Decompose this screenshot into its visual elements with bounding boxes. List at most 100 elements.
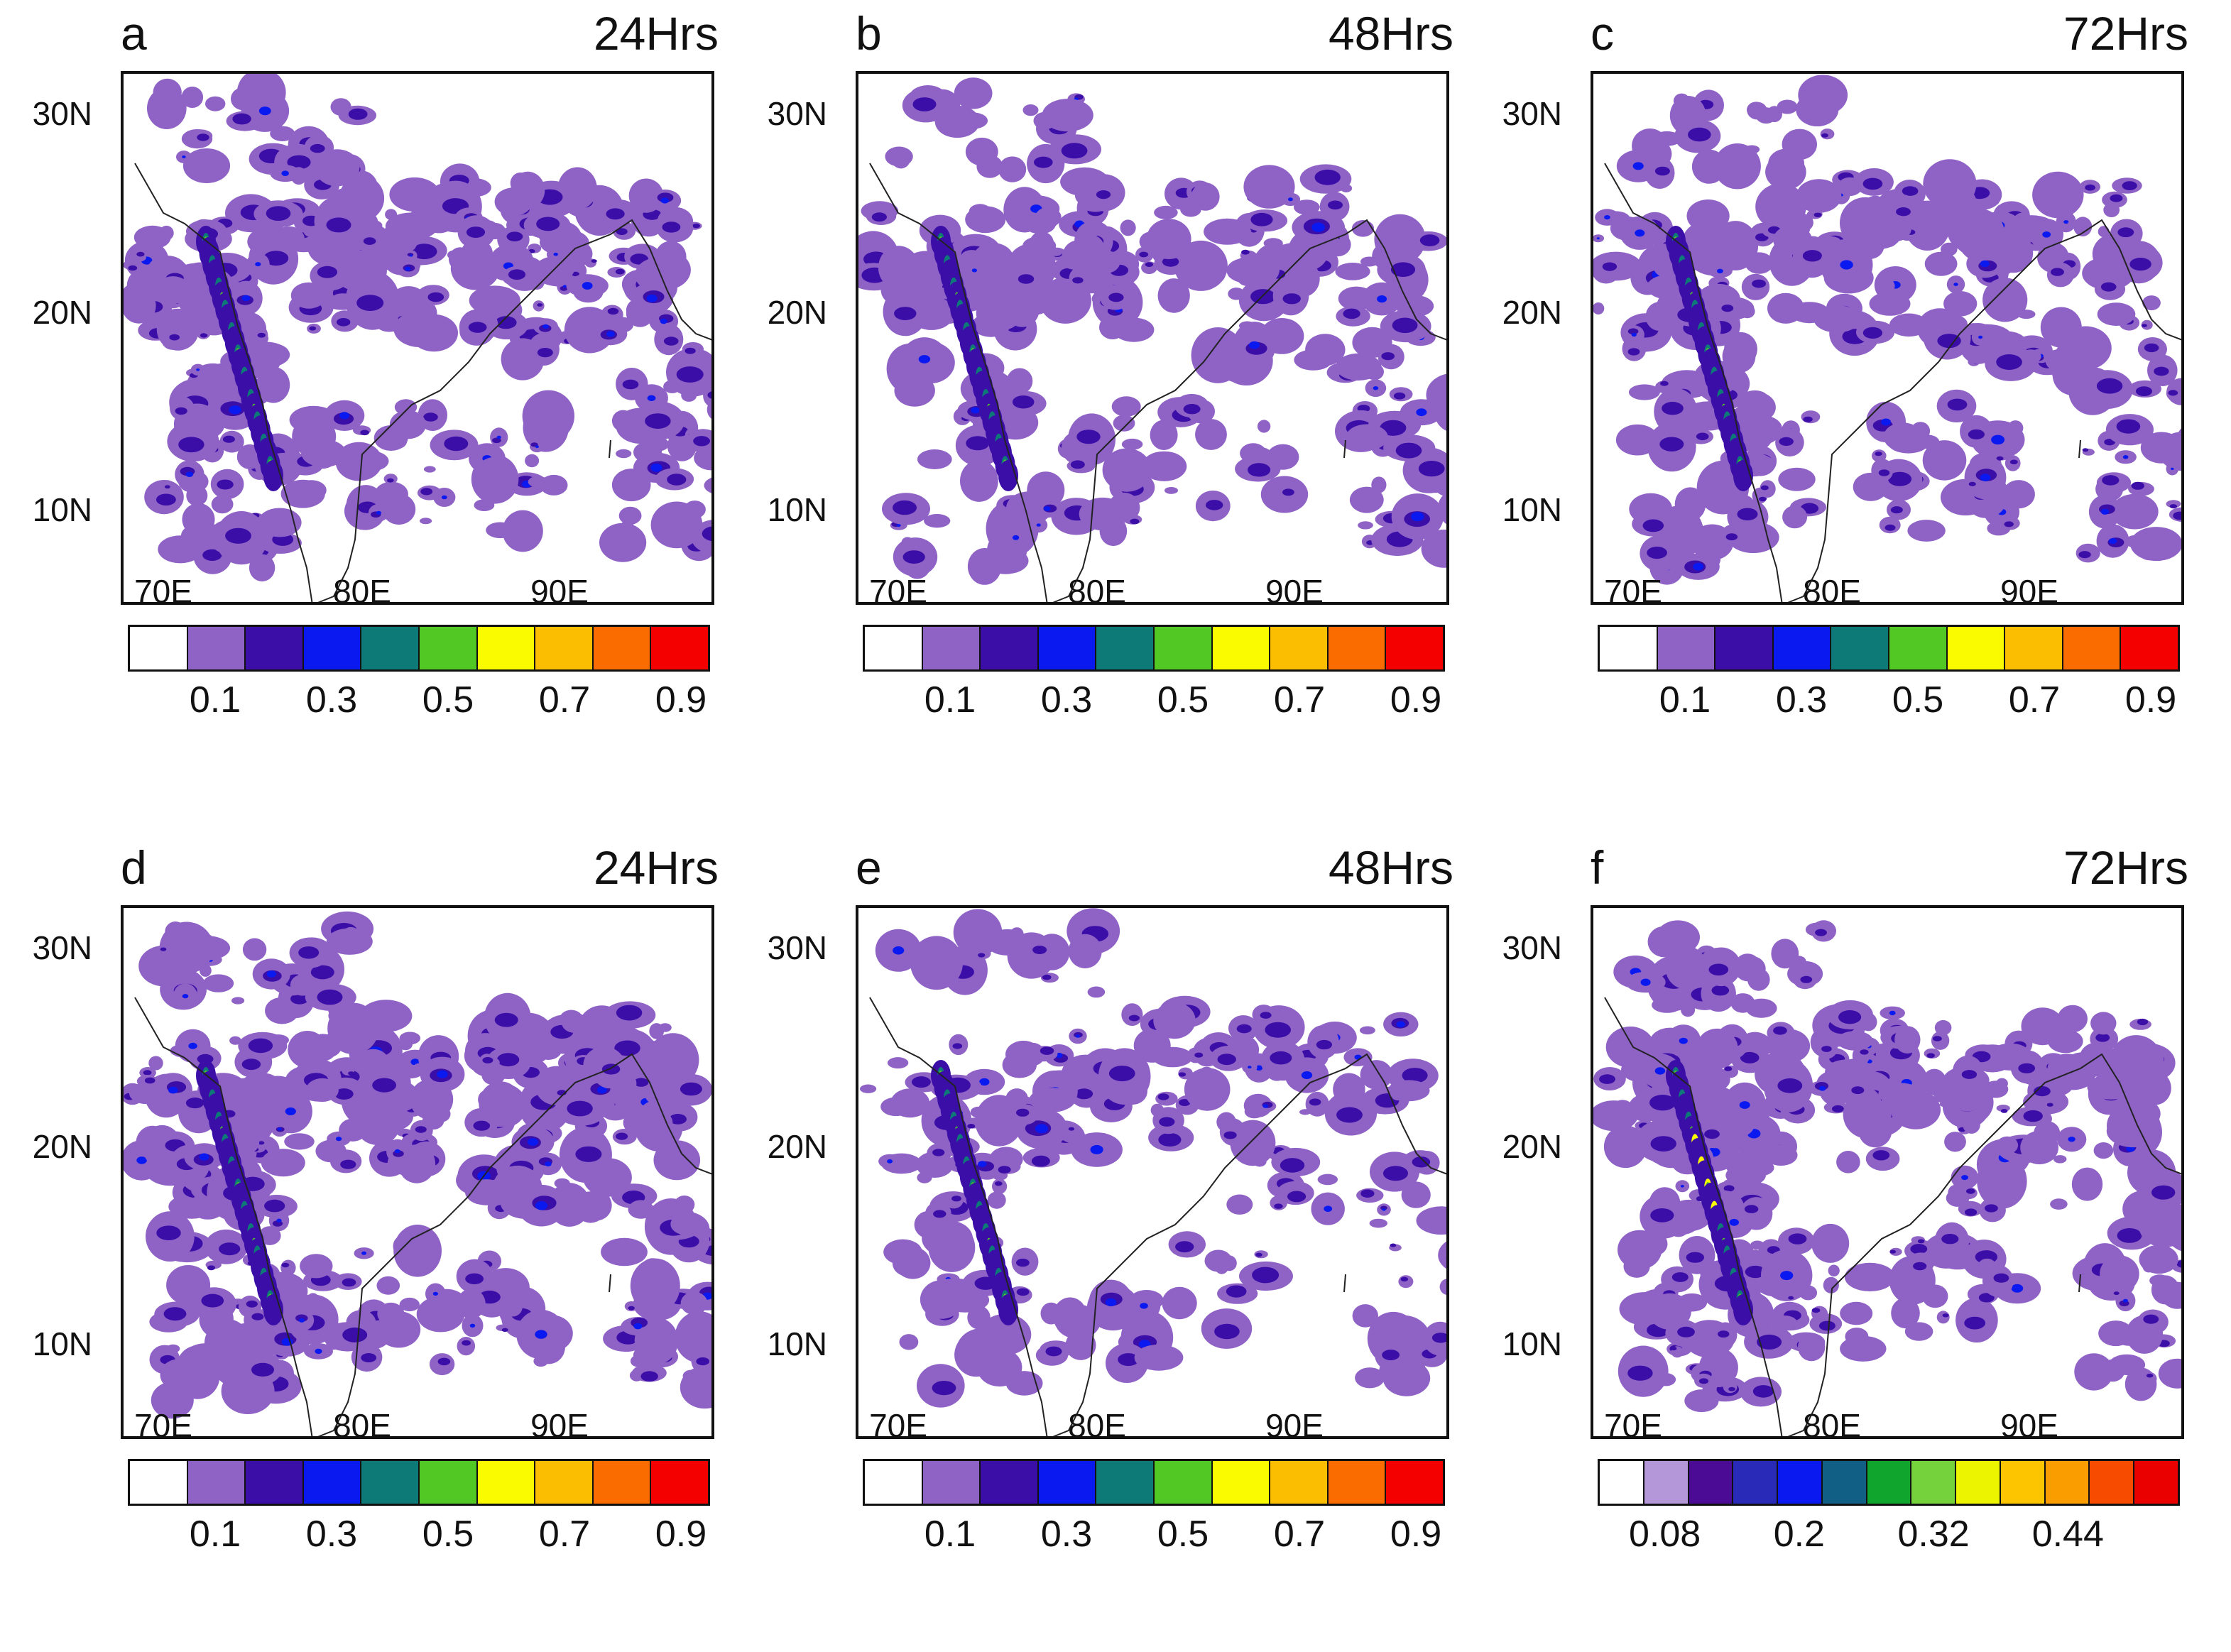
precip-patch <box>2141 324 2147 327</box>
precip-patch <box>1777 99 1798 114</box>
precip-patch <box>174 1273 207 1297</box>
precip-patch <box>1836 1031 1873 1051</box>
precip-patch <box>423 466 436 473</box>
precip-patch <box>1343 308 1360 319</box>
precip-patch <box>1141 1032 1157 1046</box>
precip-patch <box>1980 260 1990 268</box>
precip-patch <box>266 206 291 221</box>
precip-patch <box>1894 1026 1921 1054</box>
precip-patch <box>978 1128 996 1139</box>
precip-patch <box>160 947 167 951</box>
precip-patch <box>2032 171 2084 219</box>
precip-patch <box>2154 366 2169 376</box>
colorbar-swatch <box>1773 627 1832 669</box>
precip-patch <box>399 1032 421 1045</box>
precip-patch <box>199 1153 209 1161</box>
precipitation-field <box>856 77 1449 585</box>
precip-patch <box>1596 237 1600 240</box>
precip-patch <box>1439 1279 1449 1296</box>
precip-patch <box>1226 1194 1253 1215</box>
precip-patch <box>640 1371 658 1382</box>
precip-patch <box>974 1111 1008 1135</box>
precip-patch <box>599 523 647 562</box>
coastline <box>869 163 1449 605</box>
precip-patch <box>1079 497 1127 531</box>
precip-patch <box>305 1078 339 1102</box>
precip-patch <box>582 282 593 290</box>
precip-patch <box>186 485 208 506</box>
coastline <box>609 1274 611 1293</box>
precip-patch <box>1737 508 1758 520</box>
precip-patch <box>1263 238 1283 248</box>
precip-patch <box>290 282 327 309</box>
precip-patch <box>1922 440 1967 481</box>
precip-patch <box>2050 1198 2068 1210</box>
precip-patch <box>1832 1105 1844 1112</box>
precip-patch <box>1780 1271 1794 1281</box>
colorbar-label: 0.7 <box>2008 679 2061 721</box>
precip-patch <box>1845 1328 1869 1346</box>
precip-patch <box>2106 1115 2159 1148</box>
precip-patch <box>1742 1323 1758 1333</box>
precip-patch <box>2020 349 2041 364</box>
precip-patch <box>1964 1316 1986 1330</box>
precip-patch <box>466 226 486 238</box>
precip-patch <box>1371 476 1387 493</box>
longitude-label: 90E <box>530 573 589 610</box>
precip-patch <box>1380 1205 1387 1210</box>
precip-patch <box>1174 240 1228 291</box>
precip-patch <box>1036 523 1041 527</box>
colorbar-swatch <box>246 1461 304 1504</box>
precip-patch <box>1980 474 1991 481</box>
precip-patch <box>684 347 696 354</box>
latitude-label: 30N <box>32 95 92 132</box>
precip-patch <box>1941 1234 1959 1245</box>
colorbar <box>128 625 710 672</box>
precip-patch <box>2130 527 2183 562</box>
precip-patch <box>1717 268 1723 273</box>
precip-patch <box>144 1077 156 1084</box>
precip-patch <box>1274 1203 1283 1209</box>
precip-patch <box>1255 1252 1262 1257</box>
longitude-label: 80E <box>1068 573 1126 610</box>
map-plot <box>1591 905 2184 1439</box>
precip-patch <box>971 268 977 273</box>
precip-patch <box>1953 283 1958 286</box>
precip-patch <box>1360 1189 1375 1198</box>
precip-patch <box>389 177 440 212</box>
colorbar <box>863 1459 1445 1506</box>
precip-patch <box>1416 408 1427 417</box>
panel-b: b 48Hrs 30N 20N 10N 70E 80E 90E 0.1 0.3 0.5 0.7 0.9 <box>735 0 1453 816</box>
precip-patch <box>1696 1028 1738 1069</box>
precip-patch <box>2149 1274 2170 1287</box>
precip-patch <box>2117 227 2134 238</box>
precip-patch <box>1961 480 1977 493</box>
precip-patch <box>1130 518 1140 525</box>
precip-patch <box>339 412 350 420</box>
precip-patch <box>182 994 189 999</box>
precip-patch <box>246 1300 258 1308</box>
precip-patch <box>1217 1054 1236 1066</box>
precip-patch <box>1270 1051 1292 1065</box>
precip-patch <box>437 1070 448 1078</box>
colorbar-label: 0.5 <box>1157 1514 1209 1555</box>
precip-patch <box>1773 1026 1787 1035</box>
precipitation-field <box>121 911 714 1419</box>
precip-patch <box>310 143 325 153</box>
precip-patch <box>1153 1002 1196 1039</box>
precip-patch <box>258 1226 281 1245</box>
precip-patch <box>476 456 513 492</box>
precip-patch <box>1800 975 1813 983</box>
colorbar-swatch <box>1689 1461 1734 1504</box>
precip-patch <box>1951 208 2004 258</box>
precip-patch <box>1618 1230 1662 1270</box>
precip-patch <box>1862 327 1882 339</box>
precip-patch <box>1765 154 1806 190</box>
precip-patch <box>1996 456 2004 461</box>
precip-patch <box>196 368 200 371</box>
colorbar-swatch <box>1038 627 1097 669</box>
precip-patch <box>178 437 204 453</box>
precip-patch <box>1221 1255 1237 1271</box>
precip-patch <box>1968 481 1976 486</box>
precip-patch <box>258 1141 265 1145</box>
